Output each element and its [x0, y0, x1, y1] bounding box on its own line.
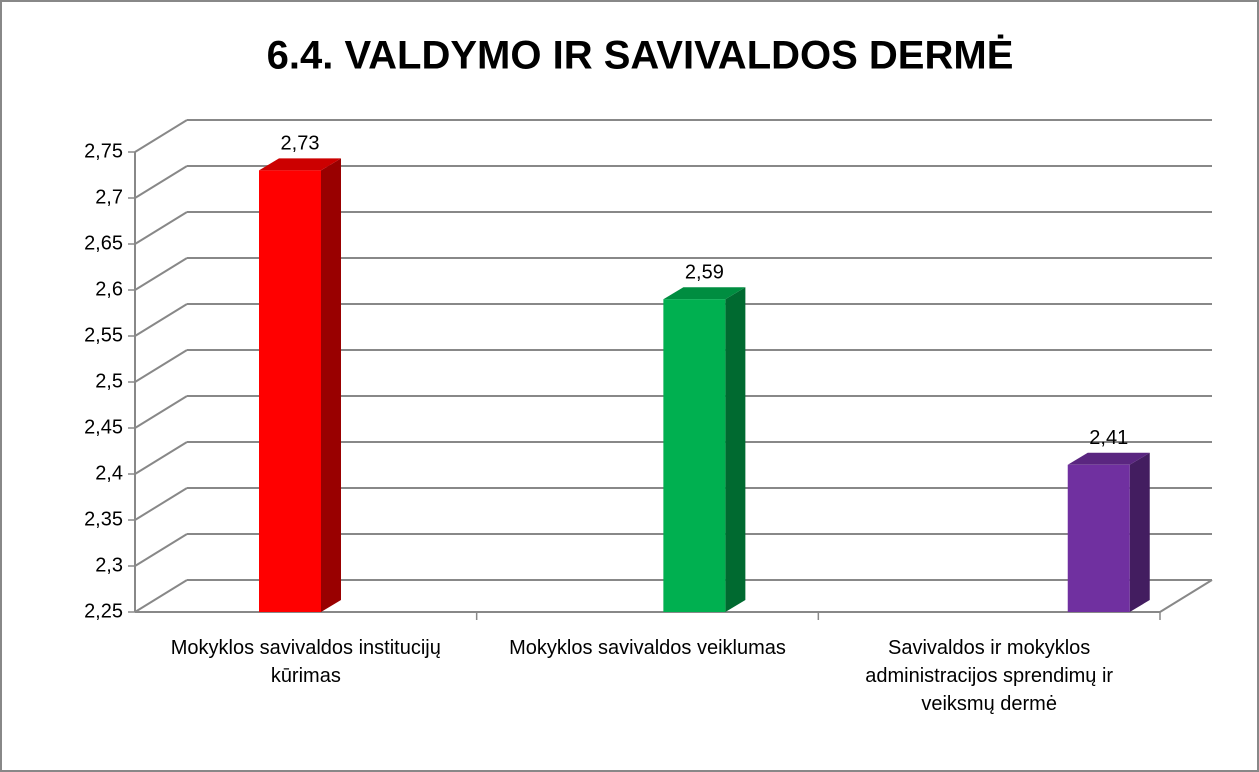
chart-title: 6.4. VALDYMO IR SAVIVALDOS DERMĖ	[267, 34, 1014, 78]
y-tick-label: 2,5	[95, 370, 123, 392]
value-label: 2,41	[1089, 427, 1128, 449]
y-tick-label: 2,65	[84, 232, 123, 254]
y-tick-label: 2,4	[95, 462, 123, 484]
y-tick-label: 2,7	[95, 186, 123, 208]
bar-side	[1129, 452, 1150, 612]
grid-line	[134, 487, 188, 521]
y-tick-label: 2,55	[84, 324, 123, 346]
grid-line	[134, 395, 188, 429]
grid-line	[134, 579, 188, 613]
grid-line	[134, 349, 188, 383]
floor-side	[1159, 579, 1213, 613]
grid-line	[134, 257, 188, 291]
grid-line	[134, 303, 188, 337]
bar-side	[321, 158, 341, 612]
y-tick-label: 2,45	[84, 416, 123, 438]
grid-line	[134, 165, 188, 199]
bar	[1067, 464, 1130, 612]
bar-top	[1067, 452, 1150, 465]
value-label: 2,73	[281, 133, 320, 155]
value-label: 2,59	[685, 261, 724, 283]
bar	[259, 170, 321, 612]
grid-line	[134, 119, 188, 153]
y-tick-label: 2,35	[84, 508, 123, 530]
bar-side	[725, 287, 746, 612]
x-tick-label: Mokyklos savivaldos institucijų kūrimas	[170, 637, 441, 687]
grid-line	[134, 441, 188, 475]
y-tick-label: 2,6	[95, 278, 123, 300]
y-tick-label: 2,3	[95, 554, 123, 576]
y-tick-label: 2,25	[84, 600, 123, 622]
bar	[663, 299, 726, 612]
x-tick-label: Mokyklos savivaldos veiklumas	[509, 637, 786, 659]
bar-top	[663, 287, 746, 300]
y-tick-label: 2,75	[84, 140, 123, 162]
grid-line	[134, 533, 188, 567]
grid-line	[134, 211, 188, 245]
bar-top	[259, 158, 341, 171]
x-tick-label: Savivaldos ir mokyklos administracijos s…	[865, 637, 1114, 715]
